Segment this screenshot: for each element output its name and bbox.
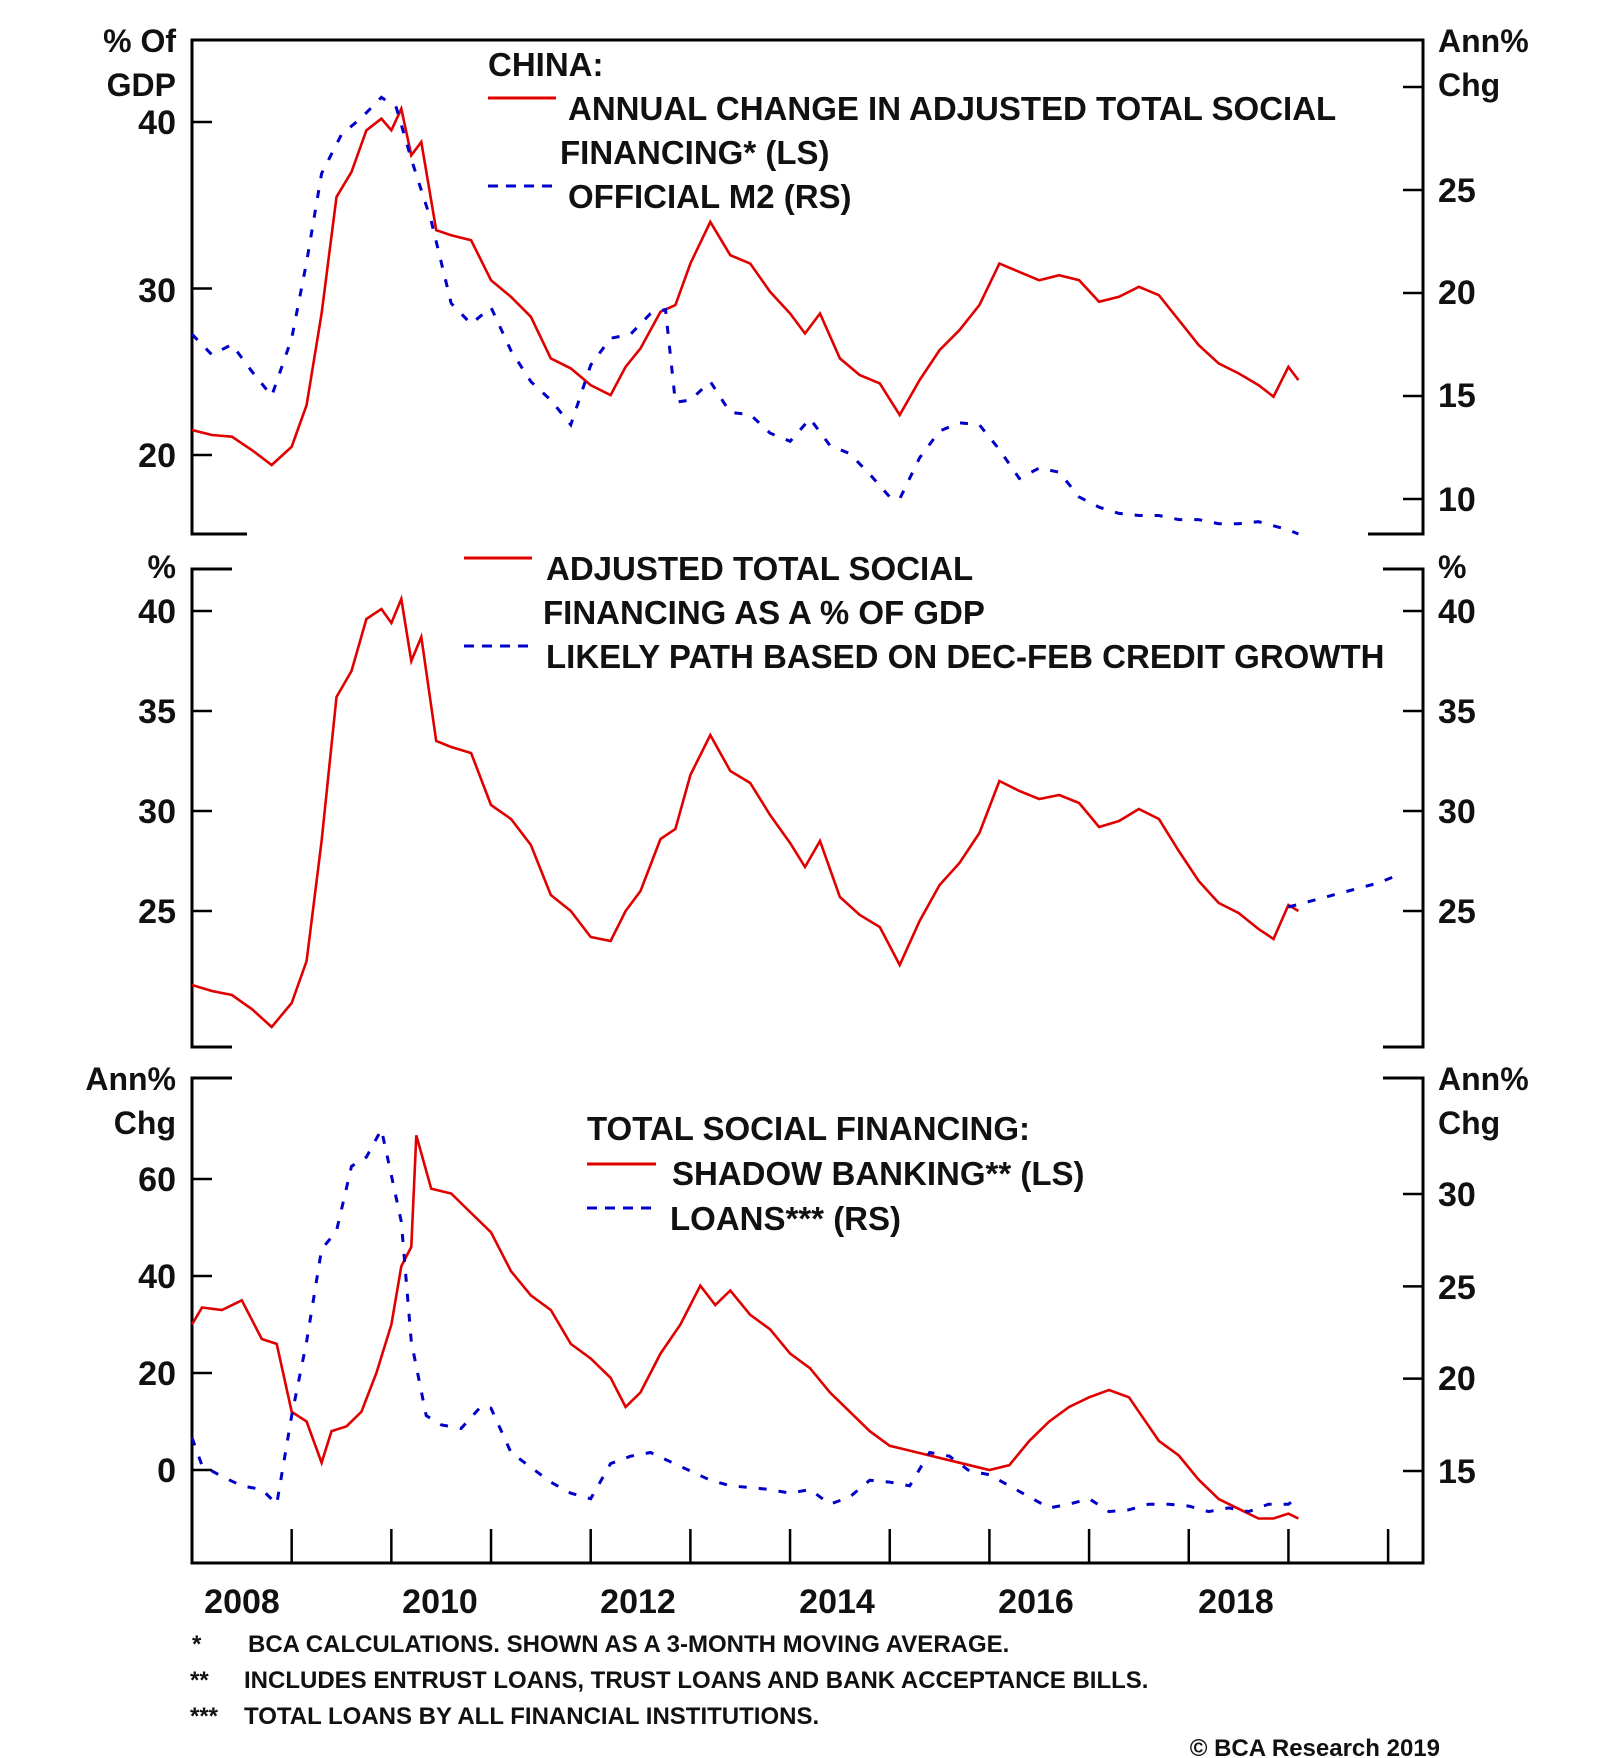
- panel-3-right-unit-line1: Ann%: [1438, 1061, 1529, 1097]
- panel-3-axes: [190, 1076, 1425, 1565]
- panel-2-left-tick-label: 40: [138, 593, 176, 631]
- panel-2-legend-red-label-line2: FINANCING AS A % OF GDP: [543, 594, 985, 631]
- footnote-mark: *: [192, 1631, 202, 1658]
- panel-1-total-social-financing-vs-m2: % Of GDP Ann% Chg CHINA: ANNUAL CHANGE I…: [103, 23, 1529, 536]
- panel-2-right-unit: %: [1438, 549, 1466, 585]
- panel-1-left-tick-label: 30: [138, 272, 176, 310]
- footnote-text: BCA CALCULATIONS. SHOWN AS A 3-MONTH MOV…: [248, 1631, 1009, 1658]
- panel-1-legend-blue-label: OFFICIAL M2 (RS): [568, 178, 852, 215]
- panel-1-series-dashed-1: [190, 95, 1299, 536]
- footnote-text: INCLUDES ENTRUST LOANS, TRUST LOANS AND …: [244, 1667, 1148, 1694]
- panel-3-left-tick-label: 40: [138, 1258, 176, 1296]
- panel-1-right-axis-ticks: 25 20 15 10: [1438, 172, 1476, 519]
- panel-1-left-tick-label: 40: [138, 104, 176, 142]
- panel-2-axes: [190, 567, 1425, 1049]
- footnote-mark: ***: [190, 1703, 219, 1730]
- panel-1-legend-title: CHINA:: [488, 46, 603, 83]
- panel-3-shadow-banking-vs-loans: Ann% Chg Ann% Chg TOTAL SOCIAL FINANCING…: [85, 1061, 1529, 1565]
- panel-1-series-solid-0: [191, 104, 1300, 467]
- panel-2-right-tick-label: 40: [1438, 593, 1476, 631]
- panel-1-legend-red-label-line1: ANNUAL CHANGE IN ADJUSTED TOTAL SOCIAL: [568, 90, 1336, 127]
- panel-1-right-tick-label: 20: [1438, 274, 1476, 312]
- panel-3-right-tick-label: 20: [1438, 1360, 1476, 1398]
- panel-2-right-axis-ticks: 40 35 30 25: [1438, 593, 1476, 931]
- panel-2-right-tick-label: 25: [1438, 893, 1476, 931]
- panel-3-left-unit-line1: Ann%: [85, 1061, 176, 1097]
- panel-1-legend-red-label-line2: FINANCING* (LS): [560, 134, 829, 171]
- panel-1-right-unit-line2: Chg: [1438, 67, 1500, 103]
- panel-3-left-unit-line2: Chg: [114, 1105, 176, 1141]
- panel-3-right-unit-line2: Chg: [1438, 1105, 1500, 1141]
- panel-3-left-tick-label: 20: [138, 1355, 176, 1393]
- x-axis-year-label: 2010: [402, 1583, 478, 1621]
- panel-3-left-tick-label: 0: [157, 1452, 176, 1490]
- panel-2-legend-blue-label: LIKELY PATH BASED ON DEC-FEB CREDIT GROW…: [546, 638, 1384, 675]
- panel-2-series-dashed-1: [1288, 873, 1399, 909]
- x-axis-year-label: 2016: [998, 1583, 1074, 1621]
- x-axis-year-label: 2014: [799, 1583, 875, 1621]
- panel-2-social-financing-pct-gdp: % % ADJUSTED TOTAL SOCIAL FINANCING AS A…: [138, 549, 1476, 1049]
- panel-2-right-tick-label: 30: [1438, 793, 1476, 831]
- panel-1-right-tick-label: 25: [1438, 172, 1476, 210]
- footnotes: * BCA CALCULATIONS. SHOWN AS A 3-MONTH M…: [190, 1631, 1148, 1730]
- panel-3-right-tick-label: 15: [1438, 1453, 1476, 1491]
- panel-3-legend-blue-label: LOANS*** (RS): [670, 1200, 901, 1237]
- panel-2-series-solid-0: [191, 594, 1300, 1029]
- panel-2-left-bracket: [190, 567, 232, 1049]
- panel-1-left-unit-line1: % Of: [103, 23, 176, 59]
- panel-3-right-axis-ticks: 30 25 20 15: [1438, 1176, 1476, 1491]
- panel-1-left-unit-line2: GDP: [107, 67, 176, 103]
- panel-1-right-tick-label: 15: [1438, 377, 1476, 415]
- x-axis-year-label: 2008: [204, 1583, 280, 1621]
- panel-1-right-unit-line1: Ann%: [1438, 23, 1529, 59]
- panel-3-left-axis-ticks: 60 40 20 0: [138, 1161, 176, 1490]
- panel-1-right-tick-label: 10: [1438, 481, 1476, 519]
- x-axis-year-label: 2012: [600, 1583, 676, 1621]
- panel-1-axes: [190, 38, 1425, 536]
- footnote-text: TOTAL LOANS BY ALL FINANCIAL INSTITUTION…: [244, 1703, 819, 1730]
- x-axis-year-labels: 2008 2010 2012 2014 2016 2018: [204, 1583, 1274, 1621]
- panel-1-series: [190, 95, 1300, 536]
- panel-3-legend-red-label: SHADOW BANKING** (LS): [672, 1155, 1084, 1192]
- panel-2-left-tick-label: 25: [138, 893, 176, 931]
- panel-3-frame: [190, 1076, 1425, 1565]
- footnote-mark: **: [190, 1667, 209, 1694]
- copyright: © BCA Research 2019: [1190, 1735, 1440, 1758]
- panel-3-right-tick-label: 30: [1438, 1176, 1476, 1214]
- panel-2-left-axis-ticks: 40 35 30 25: [138, 593, 176, 931]
- panel-1-frame: [190, 38, 1425, 536]
- panel-3-series-dashed-1: [190, 1125, 1300, 1514]
- x-axis-year-label: 2018: [1198, 1583, 1274, 1621]
- panel-2-right-bracket: [1383, 567, 1425, 1049]
- panel-2-left-tick-label: 30: [138, 793, 176, 831]
- panel-3-right-tick-label: 25: [1438, 1269, 1476, 1307]
- panel-2-legend-red-label-line1: ADJUSTED TOTAL SOCIAL: [546, 550, 973, 587]
- panel-1-left-axis-ticks: 40 30 20: [138, 104, 176, 475]
- panel-3-series: [190, 1125, 1300, 1520]
- panel-2-left-unit: %: [148, 549, 176, 585]
- panel-3-legend-title: TOTAL SOCIAL FINANCING:: [587, 1110, 1030, 1147]
- panel-3-series-solid-0: [190, 1134, 1299, 1520]
- panel-1-left-tick-label: 20: [138, 437, 176, 475]
- panel-3-left-tick-label: 60: [138, 1161, 176, 1199]
- panel-2-series: [191, 594, 1399, 1029]
- panel-2-left-tick-label: 35: [138, 693, 176, 731]
- panel-2-right-tick-label: 35: [1438, 693, 1476, 731]
